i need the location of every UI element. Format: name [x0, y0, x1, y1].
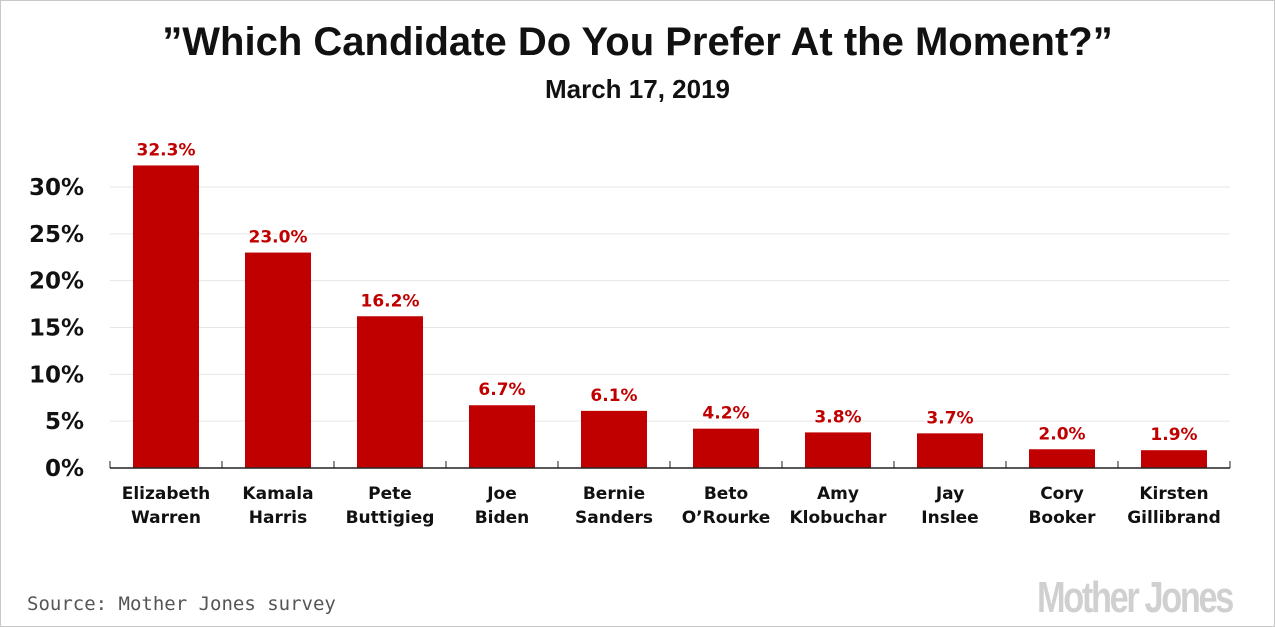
data-label: 6.1%	[590, 386, 637, 406]
x-tick-label: Klobuchar	[790, 508, 888, 528]
bar	[245, 252, 311, 468]
x-tick-label: Buttigieg	[346, 508, 435, 528]
x-tick-label: Bernie	[583, 484, 645, 504]
y-tick-label: 30%	[29, 175, 84, 201]
x-tick-label: Kirsten	[1139, 484, 1208, 504]
x-tick-label: Harris	[249, 508, 307, 528]
x-tick-label: Sanders	[575, 508, 653, 528]
x-tick-label: Amy	[817, 484, 859, 504]
x-tick-label: Beto	[704, 484, 748, 504]
x-tick-label: Biden	[475, 508, 530, 528]
data-label: 32.3%	[137, 140, 196, 160]
bar	[805, 432, 871, 468]
x-tick-label: Jay	[935, 484, 964, 504]
bar	[469, 405, 535, 468]
x-tick-label: Inslee	[921, 508, 978, 528]
x-tick-label: Kamala	[242, 484, 313, 504]
x-tick-label: Warren	[131, 508, 201, 528]
data-label: 1.9%	[1150, 425, 1197, 445]
data-label: 4.2%	[702, 404, 749, 424]
x-tick-label: Gillibrand	[1127, 508, 1221, 528]
y-tick-label: 25%	[29, 222, 84, 248]
y-tick-label: 0%	[45, 456, 84, 482]
mother-jones-logo: Mother Jones	[1037, 573, 1234, 622]
bar	[1141, 450, 1207, 468]
bar	[1029, 449, 1095, 468]
data-label: 3.8%	[814, 407, 861, 427]
data-label: 6.7%	[478, 380, 525, 400]
y-tick-label: 15%	[29, 316, 84, 342]
x-tick-label: Pete	[368, 484, 412, 504]
chart-title: ”Which Candidate Do You Prefer At the Mo…	[162, 20, 1113, 64]
bar	[581, 410, 647, 468]
y-tick-label: 10%	[29, 362, 84, 388]
x-tick-label: Joe	[486, 484, 517, 504]
data-label: 16.2%	[361, 291, 420, 311]
x-tick-label: Elizabeth	[122, 484, 211, 504]
source-note: Source: Mother Jones survey	[27, 593, 336, 615]
y-tick-label: 20%	[29, 269, 84, 295]
x-tick-label: Booker	[1028, 508, 1096, 528]
chart-subtitle: March 17, 2019	[544, 74, 730, 104]
data-label: 3.7%	[926, 408, 973, 428]
bar	[693, 428, 759, 468]
x-tick-label: O’Rourke	[682, 508, 771, 528]
y-tick-label: 5%	[45, 409, 84, 435]
data-label: 2.0%	[1038, 424, 1085, 444]
bar	[917, 433, 983, 468]
x-tick-label: Cory	[1040, 484, 1084, 504]
data-label: 23.0%	[249, 228, 308, 248]
bar	[357, 316, 423, 468]
bar	[133, 165, 199, 468]
